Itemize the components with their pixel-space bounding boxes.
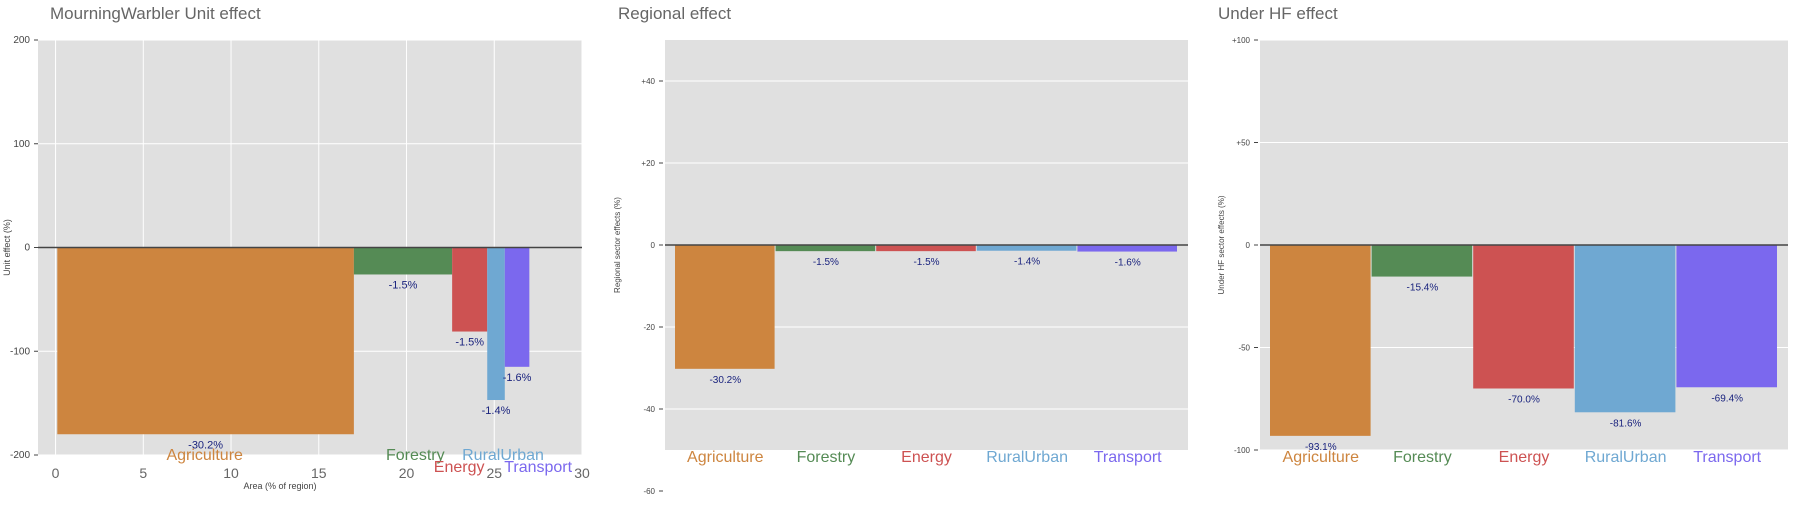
y-tick-label: 0: [1246, 241, 1251, 250]
y-axis-title: Regional sector effects (%): [613, 197, 622, 293]
x-tick-label: 0: [52, 465, 60, 481]
under-hf-effect-panel: Under HF effect -100 -50 0 +50 +100 Under HF …: [1200, 0, 1800, 500]
bar-forestry: [353, 247, 453, 275]
bar-ruralurban: [976, 245, 1077, 251]
y-tick-label: -100: [10, 346, 30, 357]
value-label-agriculture: -93.1%: [1305, 442, 1337, 453]
value-label-transport: -69.4%: [1711, 393, 1743, 404]
x-tick-label: 15: [311, 465, 327, 481]
category-label-transport: Transport: [504, 459, 572, 476]
category-label-transport: Transport: [1094, 449, 1162, 466]
bar-energy: [876, 245, 976, 252]
value-label-transport: -1.6%: [1115, 258, 1141, 269]
x-tick-label: 30: [574, 465, 590, 481]
value-label-ruralurban: -1.4%: [482, 405, 511, 417]
category-label-energy: Energy: [434, 459, 485, 476]
y-axis-title: Unit effect (%): [2, 219, 12, 276]
unit-effect-panel: MourningWarbler Unit effect 0 5 10 15 20 25 30…: [0, 0, 600, 500]
bar-ruralurban: [487, 247, 505, 401]
y-tick-label: 200: [13, 35, 30, 46]
bar-transport: [1676, 245, 1777, 388]
x-axis-title: Area (% of region): [243, 481, 316, 491]
category-label-forestry: Forestry: [797, 449, 856, 466]
value-label-ruralurban: -81.6%: [1610, 418, 1642, 429]
value-label-forestry: -1.5%: [813, 257, 839, 268]
y-tick-label: +40: [641, 77, 655, 86]
value-label-agriculture: -30.2%: [188, 439, 223, 451]
unit-effect-chart: 0 5 10 15 20 25 30 -200 -100 0 100 200 Area (% of re…: [2, 35, 590, 491]
y-axis-title: Under HF sector effects (%): [1217, 195, 1226, 294]
category-label-ruralurban: RuralUrban: [986, 449, 1068, 466]
bar-agriculture: [675, 245, 775, 369]
value-label-forestry: -1.5%: [389, 279, 418, 291]
value-label-transport: -1.6%: [503, 372, 532, 384]
x-tick-label: 20: [399, 465, 415, 481]
bar-forestry: [1371, 245, 1473, 277]
y-tick-label: -200: [10, 450, 30, 461]
value-label-energy: -1.5%: [455, 337, 484, 349]
y-tick-label: +20: [641, 159, 655, 168]
y-tick-label: -50: [1238, 344, 1250, 353]
unit-effect-title: MourningWarbler Unit effect: [50, 4, 261, 23]
category-label-transport: Transport: [1693, 449, 1761, 466]
y-tick-label: +100: [1232, 36, 1251, 45]
regional-effect-chart: -60 -40 -20 0 +20 +40 Regional sector effects …: [613, 40, 1188, 496]
bar-ruralurban: [1574, 245, 1676, 413]
category-label-energy: Energy: [1499, 449, 1550, 466]
y-tick-label: -100: [1234, 446, 1251, 455]
category-label-ruralurban: RuralUrban: [1585, 449, 1667, 466]
category-label-agriculture: Agriculture: [687, 449, 764, 466]
bar-forestry: [775, 245, 876, 252]
x-tick-label: 5: [139, 465, 147, 481]
y-tick-label: -20: [643, 323, 655, 332]
under-hf-effect-chart: -100 -50 0 +50 +100 Under HF sector effects (…: [1217, 36, 1788, 466]
y-tick-label: -40: [643, 405, 655, 414]
y-tick-label: 100: [13, 139, 30, 150]
under-hf-effect-title: Under HF effect: [1218, 4, 1338, 23]
regional-effect-title: Regional effect: [618, 4, 732, 23]
value-label-forestry: -15.4%: [1407, 283, 1439, 294]
value-label-energy: -70.0%: [1508, 395, 1540, 406]
bar-agriculture: [1270, 245, 1371, 436]
category-label-forestry: Forestry: [1393, 449, 1452, 466]
y-tick-label: 0: [24, 243, 30, 254]
y-tick-label: 0: [651, 241, 656, 250]
category-label-energy: Energy: [901, 449, 952, 466]
value-label-agriculture: -30.2%: [709, 375, 741, 386]
bar-energy: [452, 247, 488, 332]
regional-effect-panel: Regional effect -60 -40 -20 0 +20 +40 Regional…: [600, 0, 1200, 500]
category-label-agriculture: Agriculture: [166, 447, 243, 464]
x-tick-label: 25: [486, 465, 502, 481]
category-label-ruralurban: RuralUrban: [462, 447, 544, 464]
bar-transport: [1077, 245, 1177, 252]
bar-transport: [504, 247, 530, 367]
value-label-ruralurban: -1.4%: [1014, 257, 1040, 268]
value-label-energy: -1.5%: [913, 257, 939, 268]
bar-agriculture: [57, 247, 354, 435]
y-tick-label: +50: [1236, 139, 1250, 148]
category-label-forestry: Forestry: [386, 447, 445, 464]
category-label-agriculture: Agriculture: [1283, 449, 1360, 466]
y-tick-label: -60: [643, 487, 655, 496]
bar-energy: [1473, 245, 1574, 389]
x-tick-label: 10: [223, 465, 239, 481]
